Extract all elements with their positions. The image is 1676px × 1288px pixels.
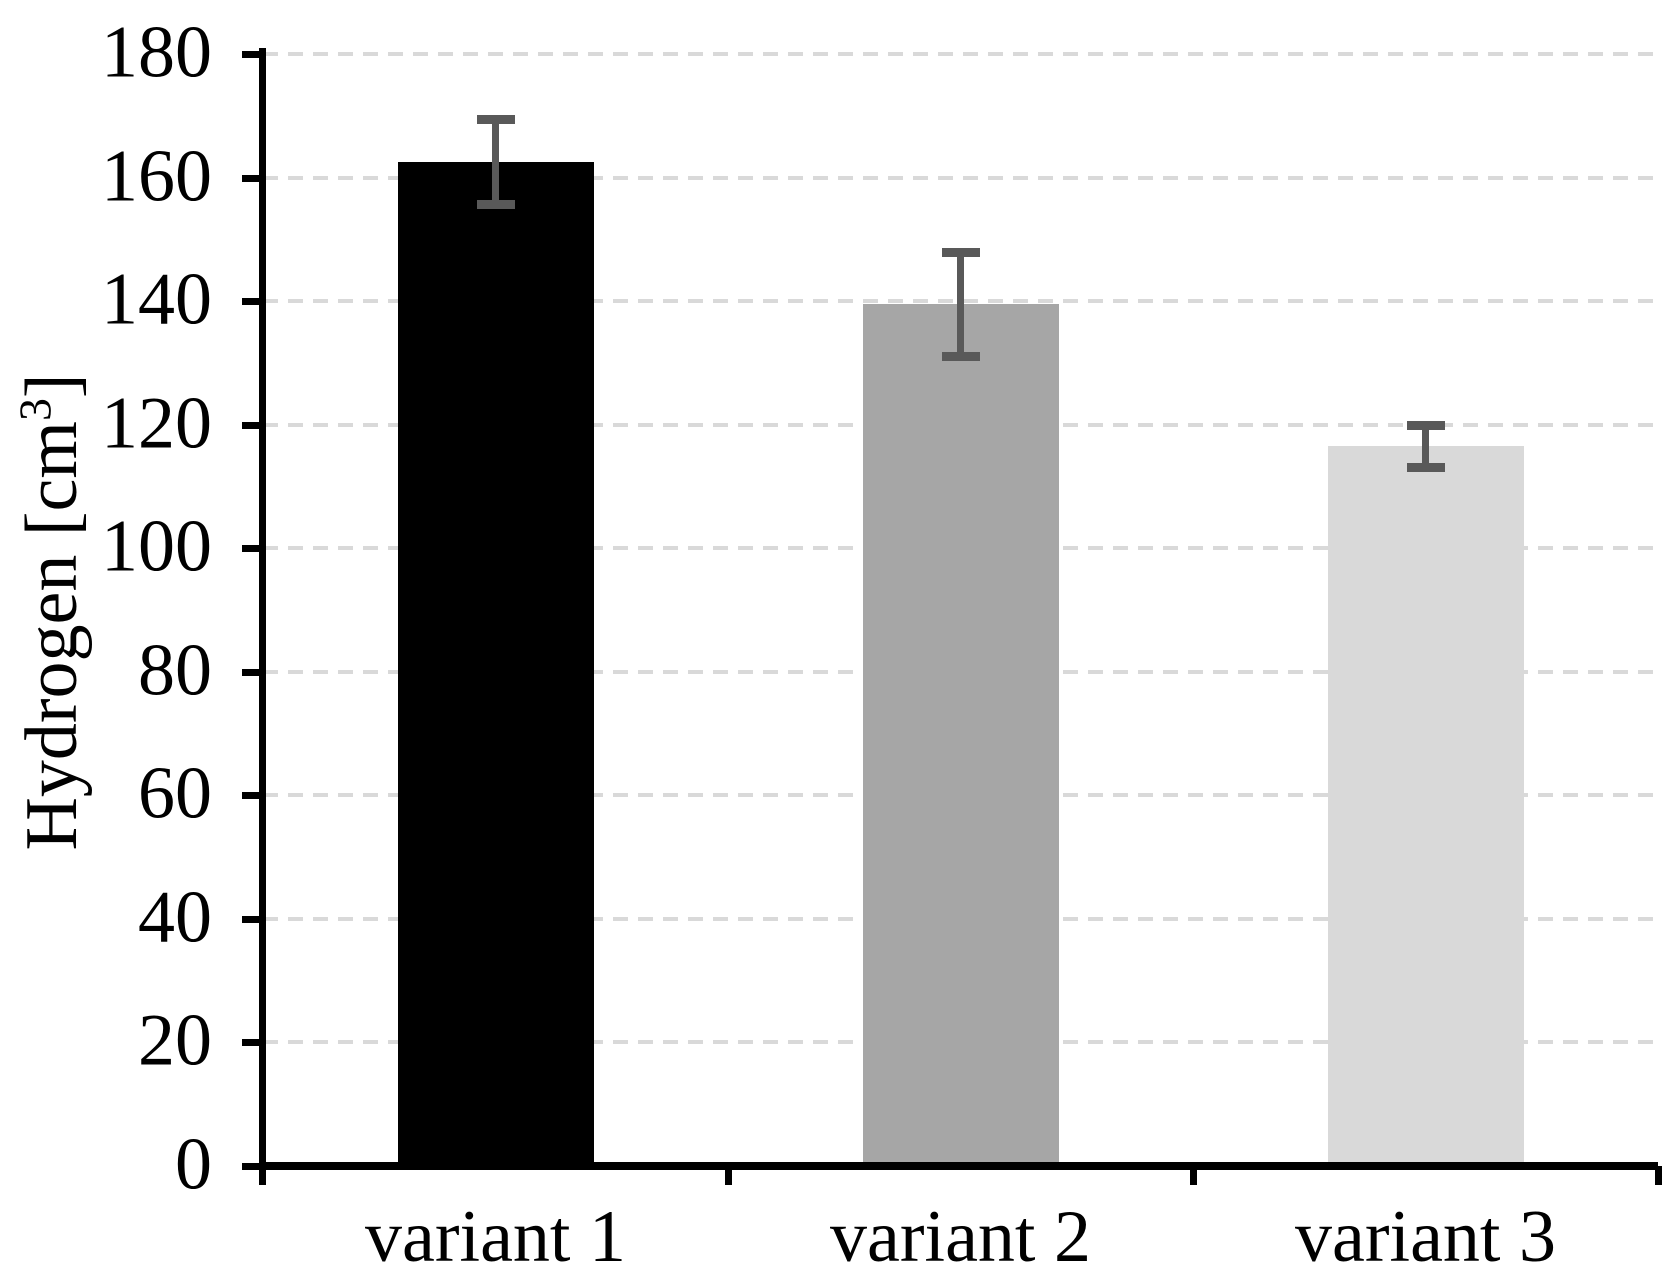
error-bar-line (1422, 424, 1429, 468)
error-bar-cap-top (1406, 420, 1445, 430)
y-tick-label: 100 (101, 505, 212, 588)
x-axis-tick (1654, 1166, 1662, 1185)
x-axis-line (259, 1162, 1658, 1170)
bar-variant-2 (862, 304, 1059, 1166)
y-axis-tick (242, 51, 263, 58)
x-axis-tick (1189, 1166, 1197, 1185)
error-bar-cap-top (941, 247, 980, 257)
category-label: variant 3 (1295, 1196, 1556, 1278)
y-tick-label: 160 (101, 135, 212, 218)
y-axis-tick (242, 668, 263, 676)
y-axis-tick (242, 545, 263, 553)
y-axis-tick (242, 174, 263, 182)
y-tick-label: 40 (138, 876, 212, 959)
y-tick-label: 80 (138, 629, 212, 712)
y-axis-tick (242, 421, 263, 429)
y-axis-tick (242, 1163, 263, 1170)
y-tick-label: 60 (138, 752, 212, 835)
error-bar-cap-bottom (476, 200, 515, 210)
y-tick-label: 180 (101, 11, 212, 94)
error-bar-line (957, 251, 964, 357)
y-axis-line (259, 48, 266, 1185)
bar-variant-1 (397, 162, 594, 1166)
bar-variant-3 (1327, 446, 1524, 1166)
y-tick-label: 140 (101, 258, 212, 341)
y-axis-tick (242, 298, 263, 306)
gridline (263, 52, 1658, 56)
error-bar-line (492, 118, 499, 206)
y-axis-tick (242, 1039, 263, 1047)
y-tick-label: 120 (101, 382, 212, 465)
x-axis-tick (724, 1166, 732, 1185)
category-label: variant 2 (830, 1196, 1091, 1278)
error-bar-cap-top (476, 114, 515, 124)
error-bar-cap-bottom (1406, 462, 1445, 472)
category-label: variant 1 (365, 1196, 626, 1278)
y-tick-label: 0 (175, 1123, 212, 1206)
error-bar-cap-bottom (941, 351, 980, 361)
y-axis-tick (242, 792, 263, 800)
y-axis-tick (242, 915, 263, 923)
y-tick-label: 20 (138, 999, 212, 1082)
gridline (263, 175, 1658, 180)
